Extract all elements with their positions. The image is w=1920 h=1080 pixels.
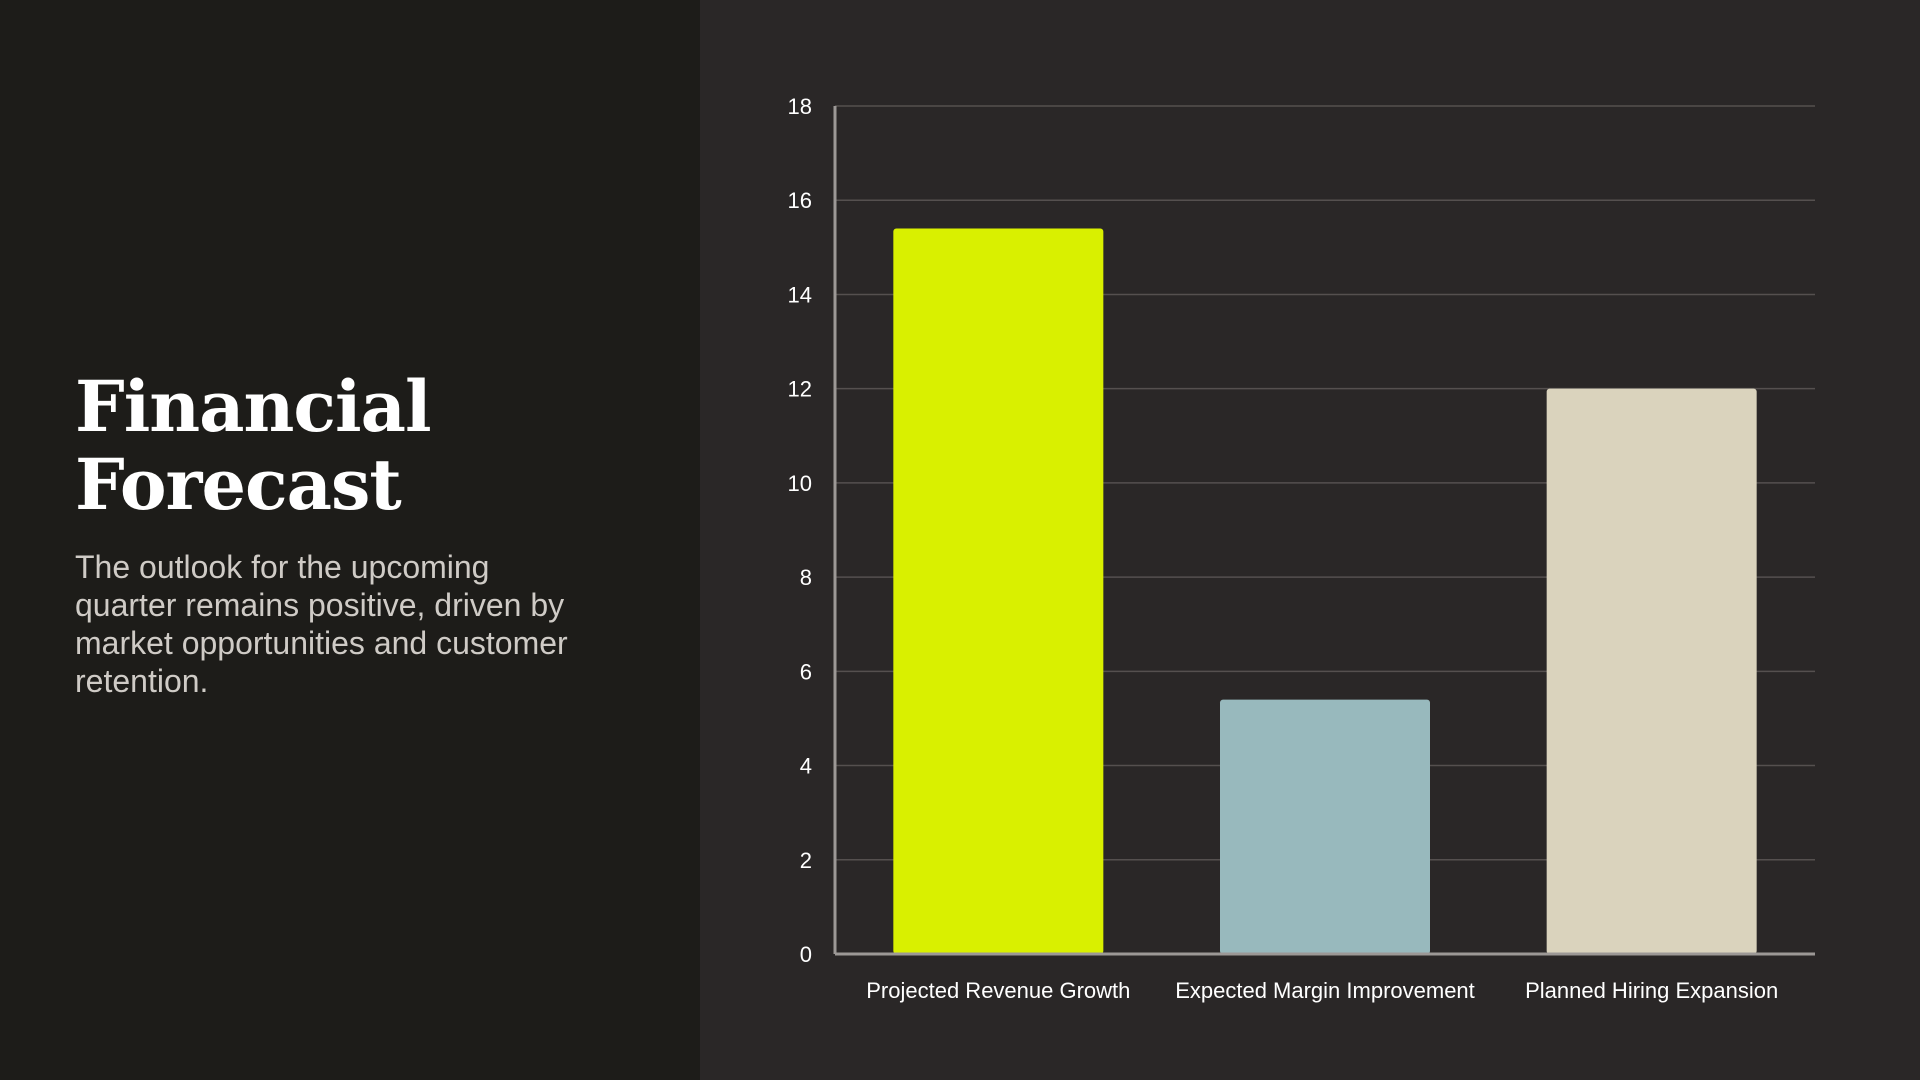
bar-chart: 0 2 4 6 8 10 12 14 16 18 Projected Revenue Growth E… <box>788 94 1815 1003</box>
y-tick-label: 10 <box>788 471 812 496</box>
y-tick-label: 0 <box>800 942 812 967</box>
y-tick-label: 14 <box>788 282 812 307</box>
y-tick-label: 2 <box>800 848 812 873</box>
y-tick-label: 4 <box>800 754 812 779</box>
y-tick-label: 8 <box>800 565 812 590</box>
slide-description: The outlook for the upcoming quarter rem… <box>75 549 568 699</box>
slide-title: Financial Forecast <box>75 365 432 526</box>
labels: 0 2 4 6 8 10 12 14 16 18 Projected Revenue Growth E… <box>788 94 1779 1003</box>
y-tick-label: 18 <box>788 94 812 119</box>
left-panel: Financial Forecast The outlook for the u… <box>0 0 700 1080</box>
x-category-label: Projected Revenue Growth <box>866 978 1130 1003</box>
bar <box>1220 699 1430 954</box>
bar <box>893 228 1104 954</box>
y-tick-label: 12 <box>788 377 812 402</box>
y-tick-label: 6 <box>800 659 812 684</box>
x-category-label: Expected Margin Improvement <box>1175 978 1475 1003</box>
x-category-label: Planned Hiring Expansion <box>1525 978 1778 1003</box>
chart-panel: 0 2 4 6 8 10 12 14 16 18 Projected Revenue Growth E… <box>700 0 1920 1080</box>
bar <box>1546 388 1757 955</box>
bars <box>893 228 1757 955</box>
axes <box>833 106 1815 956</box>
y-tick-label: 16 <box>788 188 812 213</box>
